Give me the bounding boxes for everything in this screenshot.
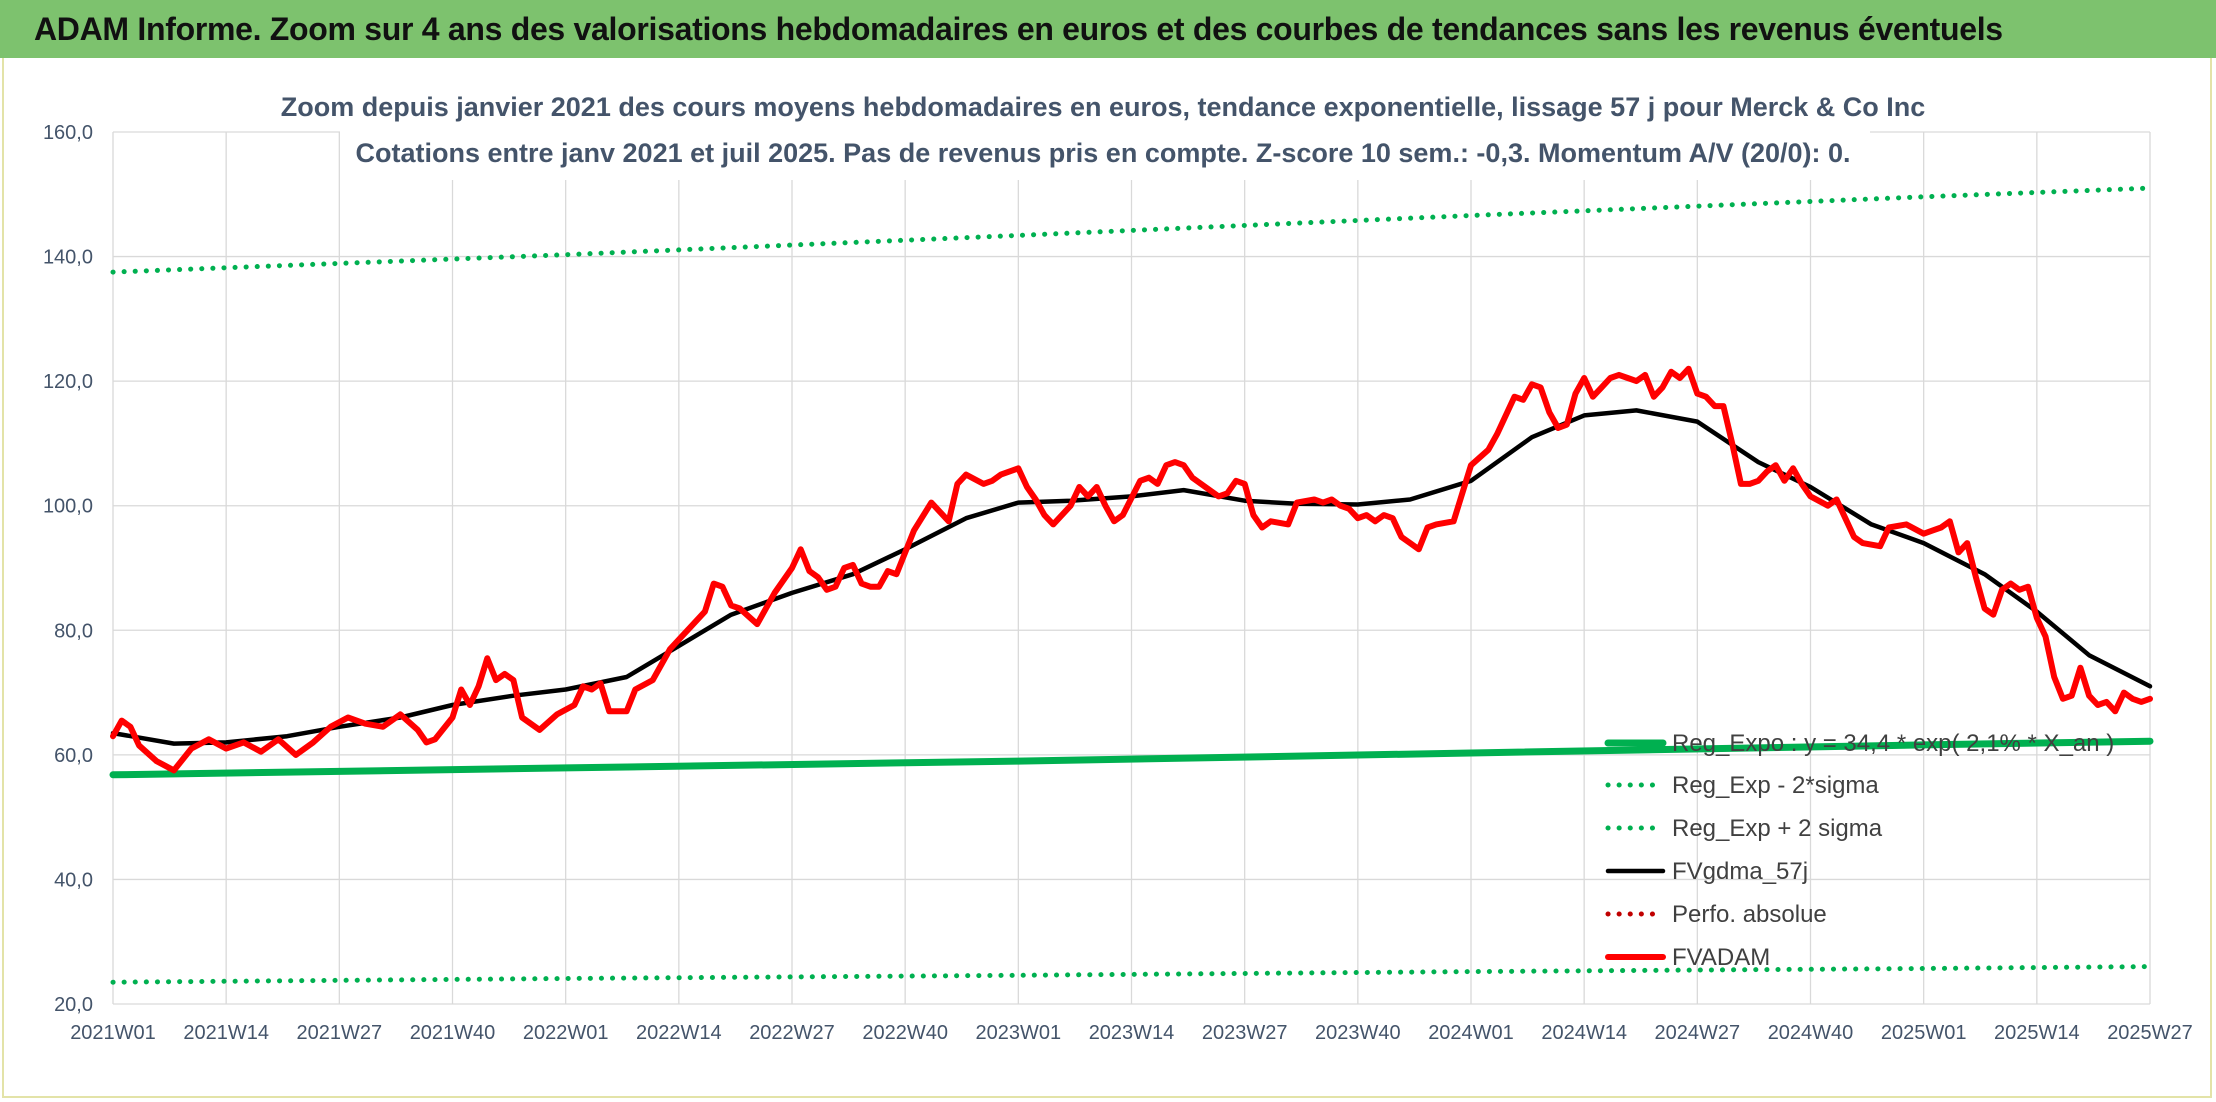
- x-tick-label: 2025W01: [1881, 1022, 1967, 1044]
- legend-label-3: FVgdma_57j: [1672, 858, 1808, 885]
- x-tick-label: 2022W14: [636, 1022, 722, 1044]
- legend: Reg_Expo : y = 34,4 * exp( 2,1% * X_an )…: [1604, 730, 2114, 971]
- x-tick-label: 2023W40: [1315, 1022, 1401, 1044]
- x-tick-label: 2021W27: [297, 1022, 383, 1044]
- x-tick-label: 2024W40: [1768, 1022, 1854, 1044]
- x-tick-label: 2024W27: [1655, 1022, 1741, 1044]
- x-tick-label: 2023W01: [976, 1022, 1062, 1044]
- series-line-1: [110, 964, 2153, 985]
- series-line-0: [109, 737, 2154, 779]
- y-tick-label: 60,0: [54, 745, 93, 767]
- x-tick-label: 2021W14: [183, 1022, 269, 1044]
- x-tick-label: 2022W01: [523, 1022, 609, 1044]
- series-line-5: [110, 365, 2153, 774]
- y-tick-label: 20,0: [54, 994, 93, 1016]
- chart-title: Zoom depuis janvier 2021 des cours moyen…: [281, 92, 1926, 122]
- x-tick-label: 2022W27: [749, 1022, 835, 1044]
- x-tick-label: 2024W01: [1428, 1022, 1514, 1044]
- x-tick-label: 2023W14: [1089, 1022, 1175, 1044]
- y-tick-label: 140,0: [43, 247, 93, 269]
- header-title: ADAM Informe. Zoom sur 4 ans des valoris…: [34, 10, 2003, 47]
- x-tick-label: 2022W40: [862, 1022, 948, 1044]
- x-tick-label: 2025W14: [1994, 1022, 2080, 1044]
- series-line-2: [110, 185, 2153, 275]
- y-axis: 20,0 40,0 60,0 80,0 100,0 120,0 140,0 160,0: [43, 122, 93, 1016]
- series-group: [109, 185, 2154, 985]
- x-tick-label: 2023W27: [1202, 1022, 1288, 1044]
- gridlines: [112, 131, 2151, 1005]
- legend-label-5: FVADAM: [1672, 944, 1770, 971]
- legend-label-1: Reg_Exp - 2*sigma: [1672, 772, 1879, 799]
- legend-label-2: Reg_Exp + 2 sigma: [1672, 815, 1883, 842]
- x-tick-label: 2024W14: [1541, 1022, 1627, 1044]
- chart-frame: [2, 58, 2212, 1098]
- x-tick-label: 2021W01: [70, 1022, 156, 1044]
- x-tick-label: 2025W27: [2107, 1022, 2193, 1044]
- y-tick-label: 100,0: [43, 496, 93, 518]
- x-tick-label: 2021W40: [410, 1022, 496, 1044]
- legend-label-4: Perfo. absolue: [1672, 901, 1827, 928]
- x-axis: 2021W01 2021W14 2021W27 2021W40 2022W01 2022W…: [70, 1022, 2193, 1044]
- y-tick-label: 120,0: [43, 371, 93, 393]
- chart-subtitle: Cotations entre janv 2021 et juil 2025. …: [355, 138, 1850, 168]
- y-tick-label: 40,0: [54, 869, 93, 891]
- y-tick-label: 80,0: [54, 620, 93, 642]
- legend-label-0: Reg_Expo : y = 34,4 * exp( 2,1% * X_an ): [1672, 730, 2114, 757]
- title-background: [340, 84, 1870, 180]
- y-tick-label: 160,0: [43, 122, 93, 144]
- chart-titles: Zoom depuis janvier 2021 des cours moyen…: [281, 84, 1926, 180]
- header-banner: ADAM Informe. Zoom sur 4 ans des valoris…: [0, 0, 2216, 58]
